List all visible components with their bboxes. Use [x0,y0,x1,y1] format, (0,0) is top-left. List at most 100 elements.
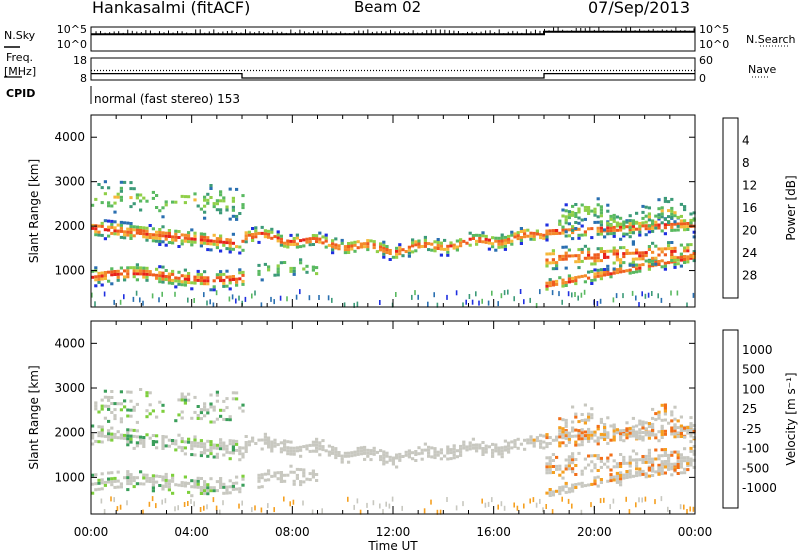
echo-cell [651,226,655,230]
echo-cell [612,459,616,463]
echo-cell [647,267,651,271]
echo-cell [225,205,229,209]
echo-cell [158,277,162,281]
echo-cell [455,449,459,453]
echo-cell [292,449,296,453]
echo-cell [663,223,667,227]
echo-cell [308,472,312,476]
echo-cell [433,240,437,244]
echo-cell [651,425,655,429]
echo-cell [327,243,331,247]
echo-cell [167,488,171,492]
echo-cell [513,442,517,446]
echo-cell [673,249,677,253]
echo-cell [103,389,107,393]
ground-speck [100,498,103,504]
echo-cell [379,242,383,246]
echo-cell [193,438,197,442]
echo-cell [164,478,168,482]
ground-speck [574,292,576,297]
echo-cell [638,473,642,477]
echo-cell [580,203,584,207]
echo-cell [641,423,645,427]
echo-cell [292,243,296,246]
echo-cell [679,255,683,259]
echo-cell [619,258,623,262]
echo-cell [622,223,626,227]
echo-cell [548,442,552,445]
echo-cell [577,434,581,438]
echo-cell [398,249,402,253]
echo-cell [231,487,235,491]
ground-speck [484,502,487,508]
echo-cell [318,444,322,448]
echo-cell [571,279,575,283]
echo-cell [497,239,501,243]
echo-cell [487,238,491,242]
echo-cell [564,418,568,422]
echo-cell [619,222,623,226]
echo-cell [241,248,245,252]
colorbar-tick: 25 [742,402,757,416]
echo-cell [219,480,223,483]
echo-cell [123,233,127,237]
echo-cell [257,231,261,235]
ground-speck [542,507,544,513]
echo-cell [676,435,680,439]
echo-cell [222,408,226,412]
echo-cell [193,240,197,244]
echo-cell [500,239,504,243]
echo-cell [206,439,210,443]
echo-cell [100,277,104,281]
freq-ytick-left: 18 [73,54,87,67]
echo-cell [670,410,674,414]
echo-cell [305,237,309,241]
echo-cell [407,248,411,252]
echo-cell [155,446,159,450]
echo-cell [196,275,200,279]
echo-cell [113,270,117,273]
echo-cell [187,392,191,396]
echo-cell [286,245,290,249]
echo-cell [468,231,472,235]
echo-cell [577,443,581,447]
echo-cell [126,434,130,438]
echo-cell [599,417,603,421]
echo-cell [183,440,187,444]
echo-cell [635,227,639,231]
echo-cell [161,280,165,284]
echo-cell [238,271,242,275]
echo-cell [225,284,229,288]
echo-cell [542,434,546,438]
echo-cell [571,213,575,217]
echo-cell [679,456,683,460]
echo-cell [113,220,117,224]
echo-cell [619,267,623,271]
echo-cell [315,266,319,270]
echo-cell [113,432,117,436]
echo-cell [228,457,232,461]
echo-cell [507,237,511,241]
echo-cell [414,240,418,244]
echo-cell [107,201,111,205]
echo-cell [180,410,184,414]
echo-cell [599,436,603,440]
nsky-label: N.Sky [4,29,36,42]
echo-cell [180,392,184,396]
echo-cell [379,458,383,462]
echo-cell [452,243,456,247]
echo-cell [209,489,213,493]
ground-speck [529,498,531,504]
echo-cell [622,429,626,432]
echo-cell [561,254,565,258]
echo-cell [161,484,165,488]
echo-cell [132,405,136,409]
ground-speck [683,504,685,510]
echo-cell [622,255,626,259]
ground-speck [513,296,515,302]
echo-cell [644,233,648,237]
echo-cell [580,259,584,263]
echo-cell [615,477,619,481]
echo-cell [654,220,658,224]
echo-cell [535,229,539,233]
